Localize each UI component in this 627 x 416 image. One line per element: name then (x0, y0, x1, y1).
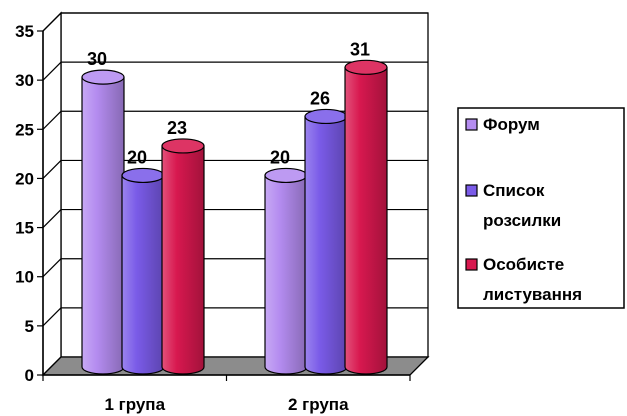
bar-body (161, 145, 205, 375)
legend-box (457, 107, 625, 309)
legend-swatch (465, 118, 478, 131)
legend: Форум Список розсилки Особисте листування (457, 107, 625, 309)
legend-label: Особисте (483, 255, 564, 274)
axes: 0 5 10 15 20 25 30 35 1 група 2 група (15, 22, 411, 414)
legend-label: Список (483, 181, 545, 200)
bar (304, 108, 348, 375)
y-tick-label: 0 (25, 366, 34, 385)
data-label: 31 (350, 39, 370, 59)
gridline-side (42, 12, 62, 32)
bar-top (121, 167, 165, 184)
legend-label: розсилки (483, 211, 561, 230)
bar-body (121, 174, 165, 375)
bar-top (81, 69, 125, 85)
bar-top (304, 108, 348, 125)
y-tick-label: 5 (25, 317, 34, 336)
data-label: 30 (87, 49, 107, 69)
y-tick-label: 20 (15, 169, 34, 188)
gridline-side (42, 209, 62, 228)
gridline-side (42, 160, 62, 179)
bar-body (264, 174, 308, 375)
legend-label: листування (483, 285, 582, 304)
x-tick-label: 1 група (104, 395, 165, 414)
labels: 30 20 23 20 26 31 (87, 39, 370, 167)
gridline-side (42, 110, 62, 130)
x-tick-label: 2 група (288, 395, 349, 414)
gridline-side (42, 307, 62, 327)
plot-side-wall (42, 11, 62, 377)
data-label: 26 (310, 88, 330, 108)
y-tick-label: 35 (15, 22, 34, 41)
legend-swatch (465, 258, 478, 271)
bar-body (344, 66, 388, 375)
y-tick-label: 30 (15, 71, 34, 90)
bar-body (304, 115, 348, 375)
y-tick-label: 25 (15, 120, 34, 139)
bar-body (81, 76, 125, 375)
legend-swatch (465, 184, 478, 197)
gridline-side (42, 258, 62, 278)
bar (264, 167, 308, 375)
legend-label: Форум (483, 115, 540, 134)
gridline-side (42, 61, 62, 81)
data-label: 23 (167, 118, 187, 138)
bar-top (264, 167, 308, 184)
data-label: 20 (270, 147, 290, 167)
y-tick-label: 15 (15, 219, 34, 238)
bar (121, 167, 165, 375)
bars (81, 59, 388, 375)
bar (344, 59, 388, 375)
bar (81, 69, 125, 375)
y-tick-label: 10 (15, 268, 34, 287)
bar-top (344, 59, 388, 75)
bar (161, 138, 205, 375)
bar-top (161, 138, 205, 154)
data-label: 20 (127, 147, 147, 167)
